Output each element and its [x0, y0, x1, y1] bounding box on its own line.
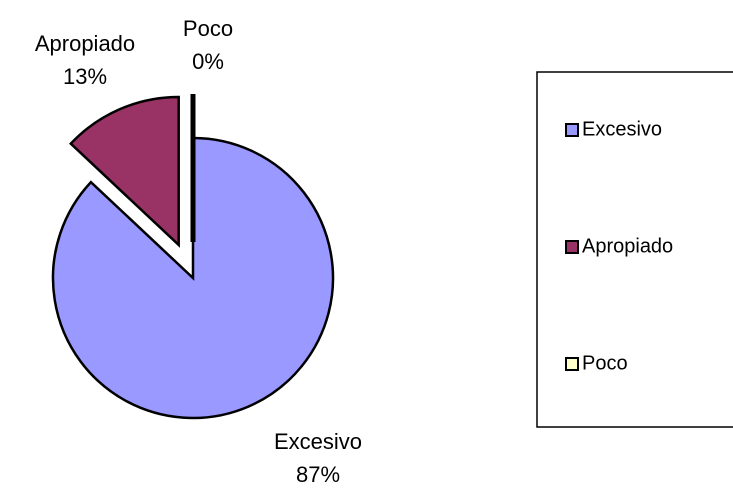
slice-label: Excesivo [274, 429, 362, 454]
pie-slice [51, 136, 335, 420]
pie-slice [69, 95, 180, 248]
legend-swatch [565, 123, 579, 137]
legend-label: Poco [582, 352, 628, 374]
legend-label: Excesivo [582, 118, 662, 140]
slice-value: 87% [296, 462, 340, 487]
slice-label: Poco [183, 16, 233, 41]
slice-value: 0% [192, 49, 224, 74]
legend-swatch [565, 357, 579, 371]
legend-label: Apropiado [582, 235, 673, 257]
legend-swatch [565, 240, 579, 254]
slice-label: Apropiado [35, 31, 135, 56]
slice-value: 13% [63, 64, 107, 89]
